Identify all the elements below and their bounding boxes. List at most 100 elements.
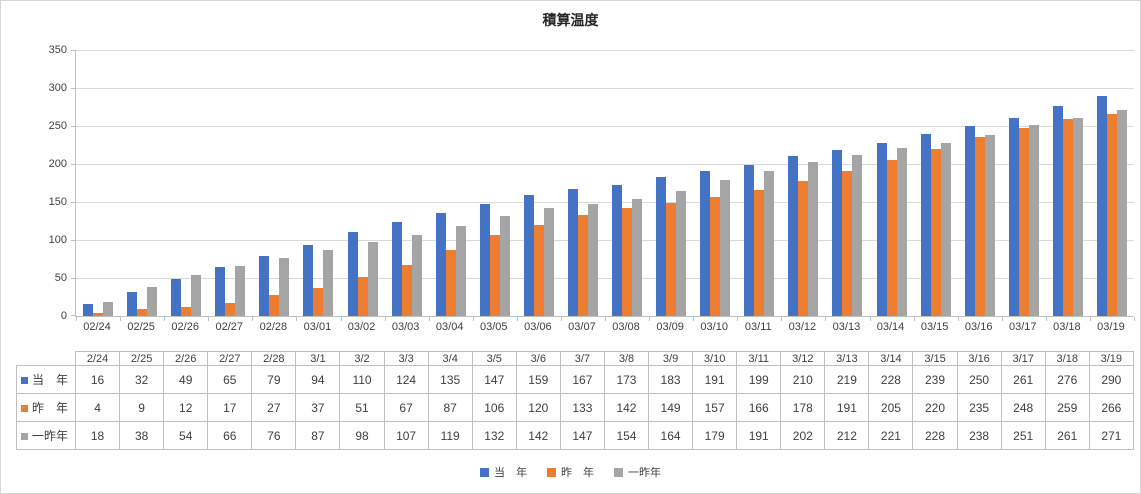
table-cell: 94 (295, 365, 341, 394)
legend-item: 一昨年 (614, 464, 661, 480)
chart-title: 積算温度 (542, 12, 599, 28)
table-cell: 179 (692, 421, 738, 450)
bar (83, 304, 94, 316)
bar (632, 199, 643, 316)
bar (710, 197, 721, 316)
y-axis-tick-label: 150 (48, 196, 67, 208)
table-cell: 65 (207, 365, 253, 394)
bar (764, 171, 775, 316)
plot-area (71, 50, 1135, 321)
table-header-cell: 3/11 (736, 351, 782, 366)
table-header-cell: 2/27 (207, 351, 253, 366)
bar (127, 292, 138, 316)
bar (930, 149, 941, 316)
table-cell: 191 (692, 365, 738, 394)
x-axis-tick-label: 03/12 (788, 321, 817, 333)
table-header-cell: 3/1 (295, 351, 341, 366)
table-cell: 32 (119, 365, 165, 394)
x-axis-tick-label: 03/15 (920, 321, 949, 333)
y-axis-tick-label: 250 (48, 120, 67, 132)
x-axis-tick-icon (340, 317, 342, 321)
data-table: 2/24 2/25 2/26 2/27 2/28 3/1 3/2 3/3 3/4 3/5 3/6 3/… (16, 351, 1134, 450)
x-axis-tick-icon (693, 317, 695, 321)
x-axis-tick-label: 02/26 (171, 321, 199, 333)
bar (543, 208, 554, 316)
table-header-cell: 2/26 (163, 351, 209, 366)
table-cell: 178 (780, 393, 826, 422)
bar (191, 275, 202, 316)
gridline (76, 164, 1134, 165)
table-header-row: 2/24 2/25 2/26 2/27 2/28 3/1 3/2 3/3 3/4 3/5 3/6 3/… (16, 351, 1134, 366)
y-axis-tick-icon (71, 88, 75, 89)
table-header-cell: 3/19 (1088, 351, 1134, 366)
table-cell: 9 (119, 393, 165, 422)
table-cell: 132 (471, 421, 517, 450)
x-axis-tick-icon (252, 317, 254, 321)
table-cell: 27 (251, 393, 297, 422)
bar (832, 150, 843, 316)
bar (666, 203, 677, 316)
bar (587, 204, 598, 316)
table-cell: 147 (471, 365, 517, 394)
table-cell: 67 (383, 393, 429, 422)
table-header-cell: 2/25 (119, 351, 165, 366)
x-axis-tick-label: 03/01 (303, 321, 332, 333)
table-cell: 238 (956, 421, 1002, 450)
x-axis-tick-label: 03/04 (435, 321, 464, 333)
table-header-cell: 3/12 (780, 351, 826, 366)
bar (171, 279, 182, 316)
x-axis-tick-label: 03/11 (744, 321, 772, 333)
table-cell: 191 (736, 421, 782, 450)
bar (964, 126, 975, 316)
bar (1028, 125, 1039, 316)
bar (1008, 118, 1019, 316)
series-name: 当 年 (32, 373, 69, 387)
y-axis-tick-label: 300 (48, 82, 67, 94)
table-header-cell: 3/17 (1000, 351, 1046, 366)
x-axis-tick-label: 03/05 (480, 321, 508, 333)
y-axis-tick-icon (71, 278, 75, 279)
x-axis-tick-label: 03/16 (964, 321, 993, 333)
x-axis-tick-label: 03/19 (1097, 321, 1125, 333)
table-cell: 271 (1088, 421, 1134, 450)
table-cell: 228 (868, 365, 914, 394)
bar (1106, 114, 1117, 316)
bar (612, 185, 623, 316)
table-header-cell: 3/6 (515, 351, 561, 366)
bar (567, 189, 578, 316)
table-header-cell: 3/16 (956, 351, 1002, 366)
x-axis-tick-label: 02/25 (127, 321, 155, 333)
x-axis-tick-icon (208, 317, 210, 321)
bar-group (605, 50, 649, 316)
bar (479, 204, 490, 316)
table-cell: 98 (339, 421, 385, 450)
table-cell: 259 (1044, 393, 1090, 422)
table-cell: 164 (648, 421, 694, 450)
x-axis-tick-icon (472, 317, 474, 321)
table-header-cell: 2/24 (74, 351, 121, 366)
table-cell: 220 (912, 393, 958, 422)
table-cell: 183 (648, 365, 694, 394)
gridline (76, 202, 1134, 203)
table-cell: 166 (736, 393, 782, 422)
bar (533, 225, 544, 316)
y-axis-tick-label: 0 (60, 310, 67, 322)
bar (808, 162, 819, 316)
bar (622, 208, 633, 316)
bar (788, 156, 799, 316)
bar (676, 191, 687, 316)
bar-group (296, 50, 340, 316)
legend-key-icon (614, 467, 623, 477)
table-corner-cell (16, 351, 76, 366)
chart-legend: 当 年 昨 年 一昨年 (1, 463, 1140, 481)
bar-group (252, 50, 296, 316)
gridline (76, 126, 1134, 127)
legend-key-icon (547, 467, 556, 477)
table-cell: 250 (956, 365, 1002, 394)
x-axis-tick-icon (164, 317, 166, 321)
bar (435, 213, 446, 316)
bar (798, 181, 809, 316)
x-axis-tick-label: 03/08 (612, 321, 640, 333)
bar-group (208, 50, 252, 316)
